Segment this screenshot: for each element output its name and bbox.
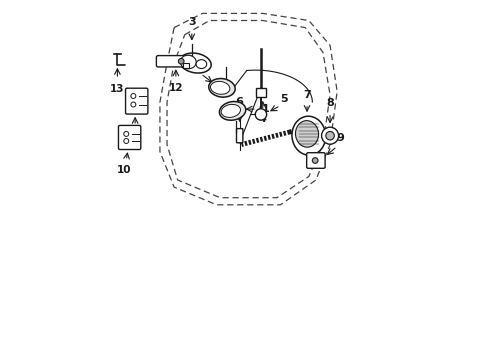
- Ellipse shape: [292, 116, 326, 155]
- Ellipse shape: [211, 81, 230, 94]
- Ellipse shape: [196, 60, 207, 68]
- Text: 4: 4: [259, 114, 267, 125]
- Circle shape: [321, 127, 339, 144]
- Ellipse shape: [220, 102, 246, 120]
- Circle shape: [312, 158, 318, 163]
- Circle shape: [124, 131, 129, 136]
- FancyBboxPatch shape: [156, 55, 192, 67]
- Text: 12: 12: [169, 83, 183, 93]
- FancyBboxPatch shape: [237, 129, 243, 143]
- Circle shape: [131, 94, 136, 99]
- Text: 1: 1: [262, 104, 270, 114]
- FancyBboxPatch shape: [307, 153, 325, 168]
- Circle shape: [124, 139, 129, 144]
- FancyBboxPatch shape: [256, 88, 266, 97]
- Circle shape: [326, 131, 334, 140]
- Circle shape: [255, 109, 267, 120]
- Text: 8: 8: [326, 98, 334, 108]
- FancyBboxPatch shape: [119, 125, 141, 149]
- Text: 13: 13: [110, 84, 124, 94]
- Ellipse shape: [180, 55, 196, 69]
- Ellipse shape: [295, 121, 318, 147]
- Circle shape: [178, 58, 184, 64]
- FancyBboxPatch shape: [125, 88, 148, 114]
- Circle shape: [131, 102, 136, 107]
- Text: 5: 5: [280, 94, 288, 104]
- Text: 6: 6: [236, 96, 244, 107]
- Ellipse shape: [221, 104, 241, 117]
- Text: 7: 7: [303, 90, 311, 100]
- Text: 9: 9: [337, 134, 344, 144]
- FancyBboxPatch shape: [183, 63, 189, 68]
- Text: 3: 3: [188, 17, 196, 27]
- Ellipse shape: [179, 53, 211, 73]
- Text: 11: 11: [128, 130, 143, 140]
- Ellipse shape: [209, 78, 235, 97]
- Text: 10: 10: [117, 165, 132, 175]
- Text: 2: 2: [193, 61, 201, 71]
